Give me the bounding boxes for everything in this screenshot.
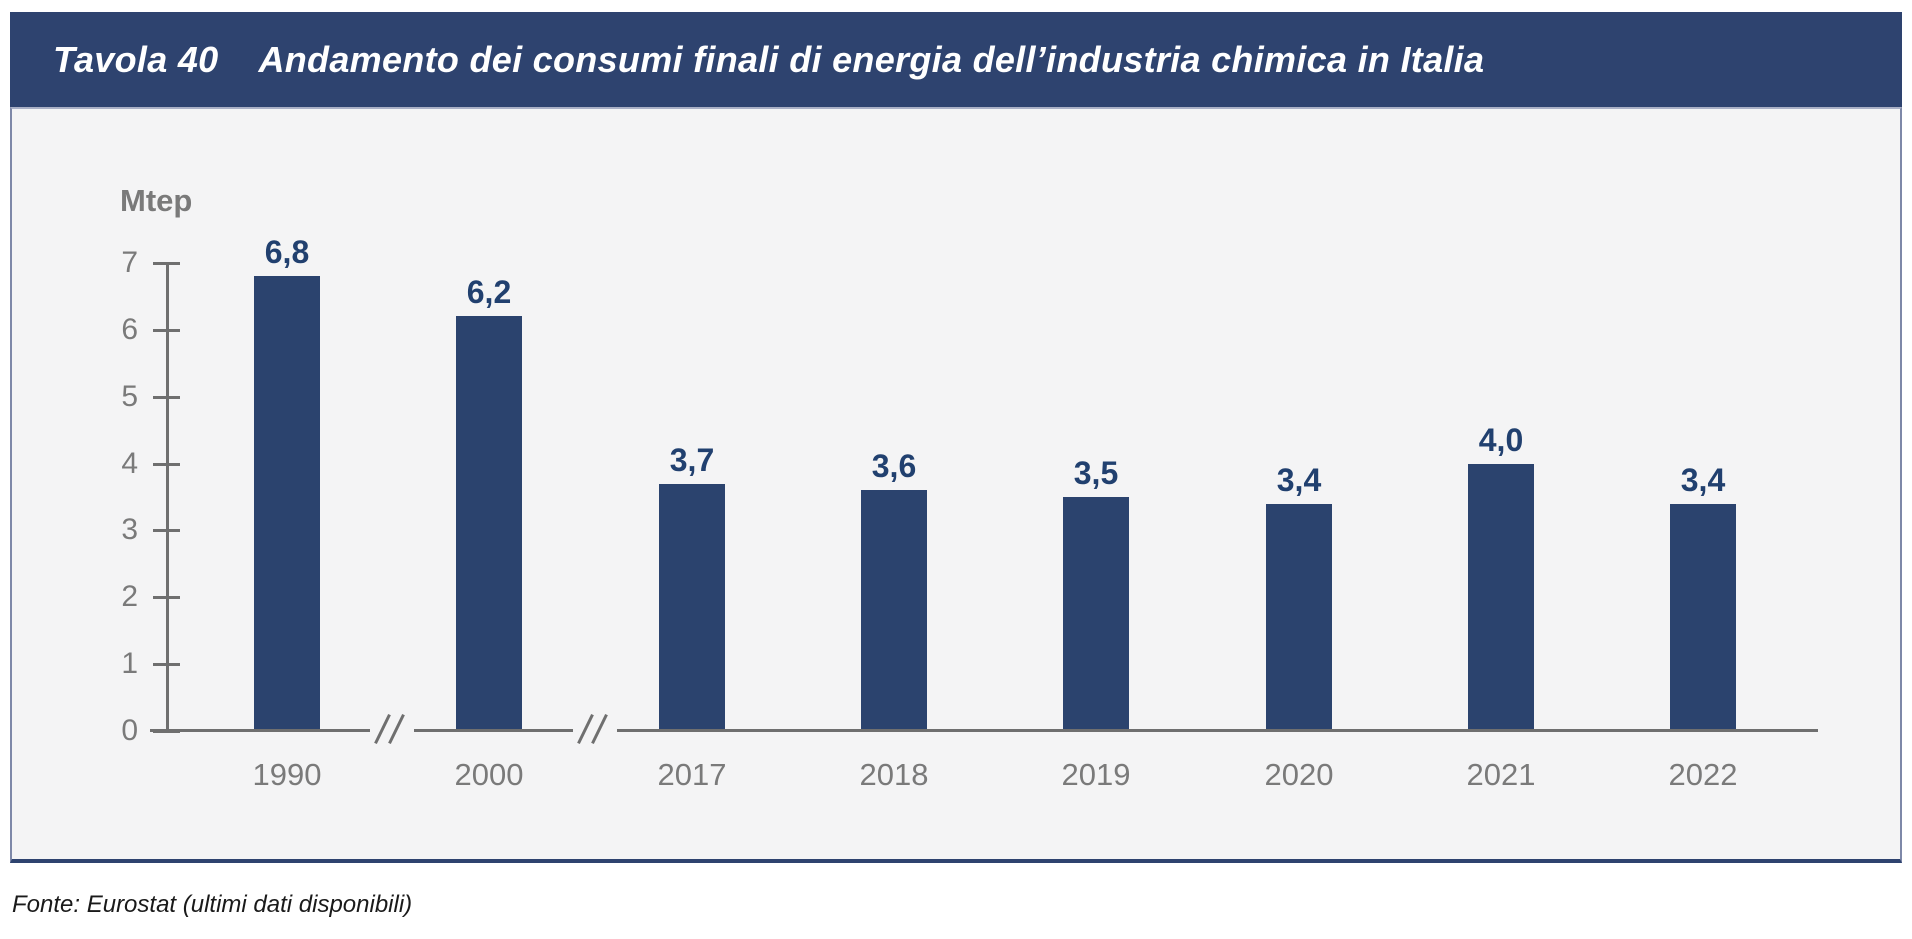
x-axis-label-2019: 2019 [1061, 757, 1131, 792]
x-axis-label-2020: 2020 [1264, 757, 1334, 792]
y-tick-label: 6 [121, 313, 138, 346]
x-axis-label-2017: 2017 [657, 757, 727, 792]
y-tick-mark [153, 329, 180, 332]
bar-value-label: 6,2 [466, 274, 512, 310]
y-tick-mark [153, 596, 180, 599]
y-tick-mark [153, 463, 180, 466]
y-tick-label: 2 [121, 580, 138, 613]
axis-break-slash [388, 713, 405, 745]
bar-value-label: 3,4 [1680, 462, 1726, 498]
chart-title-bar: Tavola 40 Andamento dei consumi finali d… [10, 12, 1902, 107]
x-axis-line [150, 729, 1818, 732]
bar-2021 [1468, 464, 1534, 732]
source-note: Fonte: Eurostat (ultimi dati disponibili… [12, 891, 413, 918]
y-tick-label: 3 [121, 513, 138, 546]
bar-2020 [1266, 504, 1332, 732]
x-axis-label-2000: 2000 [454, 757, 524, 792]
bar-2022 [1670, 504, 1736, 732]
chart-title: Andamento dei consumi finali di energia … [258, 38, 1485, 80]
y-tick-label: 1 [121, 647, 138, 680]
y-tick-mark [153, 663, 180, 666]
bar-2017 [659, 484, 725, 732]
chart-panel: Mtep 0 1 2 3 4 5 6 7 6,8 1990 6,2 2000 3,7 2017 3,6 20… [10, 107, 1902, 863]
bar-1990 [254, 276, 320, 732]
y-axis-line [166, 263, 169, 733]
bar-value-label: 3,7 [669, 442, 715, 478]
bar-2019 [1063, 497, 1129, 732]
bar-2018 [861, 490, 927, 732]
y-tick-mark [153, 262, 180, 265]
y-tick-label: 4 [121, 447, 138, 480]
y-tick-label: 7 [121, 246, 138, 279]
axis-break-mark [370, 713, 414, 745]
bar-value-label: 3,6 [871, 448, 917, 484]
axis-break-slash [591, 713, 608, 745]
bar-value-label: 3,5 [1073, 455, 1119, 491]
bar-value-label: 3,4 [1276, 462, 1322, 498]
x-axis-label-2021: 2021 [1466, 757, 1536, 792]
table-number-label: Tavola 40 [53, 38, 219, 80]
y-tick-mark [153, 396, 180, 399]
chart-figure: Tavola 40 Andamento dei consumi finali d… [10, 12, 1902, 863]
bar-value-label: 4,0 [1478, 422, 1524, 458]
x-axis-label-2022: 2022 [1668, 757, 1738, 792]
bar-2000 [456, 316, 522, 732]
bar-value-label: 6,8 [264, 234, 310, 270]
axis-break-mark [573, 713, 617, 745]
x-axis-label-1990: 1990 [252, 757, 322, 792]
x-axis-label-2018: 2018 [859, 757, 929, 792]
y-tick-label: 5 [121, 380, 138, 413]
y-tick-label: 0 [121, 714, 138, 747]
y-axis-unit-label: Mtep [120, 183, 193, 218]
y-tick-mark [153, 529, 180, 532]
